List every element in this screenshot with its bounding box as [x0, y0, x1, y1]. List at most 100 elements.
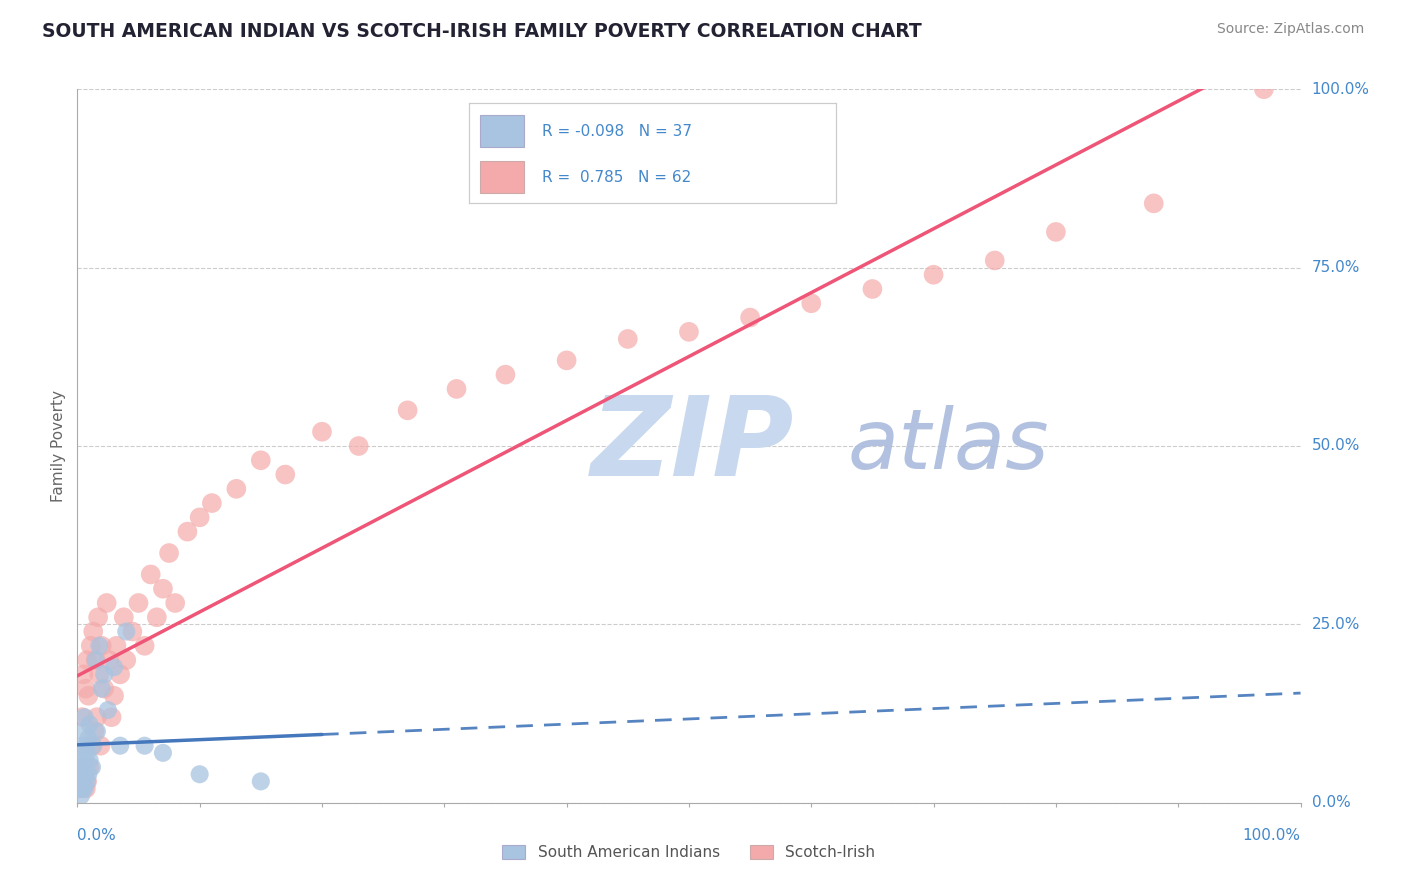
- Point: [75, 681, 97, 696]
- Point: [70, 739, 93, 753]
- Point: [188, 767, 211, 781]
- Point: [152, 746, 174, 760]
- Point: [225, 482, 247, 496]
- Point: [80, 739, 103, 753]
- Point: [75, 781, 97, 796]
- Point: [70, 781, 93, 796]
- Point: [73, 753, 96, 767]
- Point: [72, 760, 94, 774]
- Point: [86, 710, 108, 724]
- Point: [76, 653, 98, 667]
- Point: [72, 724, 94, 739]
- Point: [80, 760, 103, 774]
- Point: [83, 724, 105, 739]
- Point: [396, 403, 419, 417]
- Point: [79, 717, 101, 731]
- Point: [274, 467, 297, 482]
- Y-axis label: Family Poverty: Family Poverty: [51, 390, 66, 502]
- Point: [84, 653, 107, 667]
- Point: [311, 425, 333, 439]
- Point: [165, 596, 187, 610]
- Text: 0.0%: 0.0%: [1312, 796, 1350, 810]
- Point: [76, 774, 98, 789]
- Point: [77, 689, 100, 703]
- Point: [98, 653, 121, 667]
- Point: [75, 739, 97, 753]
- Point: [108, 667, 131, 681]
- Point: [250, 774, 273, 789]
- Point: [72, 760, 94, 774]
- Point: [97, 703, 120, 717]
- Point: [100, 710, 122, 724]
- Point: [1253, 82, 1275, 96]
- Point: [77, 767, 100, 781]
- Point: [96, 596, 118, 610]
- Point: [617, 332, 640, 346]
- Point: [1045, 225, 1067, 239]
- Point: [446, 382, 468, 396]
- Point: [103, 689, 125, 703]
- Point: [134, 639, 156, 653]
- Point: [87, 610, 110, 624]
- Point: [72, 667, 94, 681]
- Point: [70, 760, 93, 774]
- Point: [862, 282, 884, 296]
- Point: [1143, 196, 1166, 211]
- Point: [108, 739, 131, 753]
- Text: 25.0%: 25.0%: [1312, 617, 1360, 632]
- Text: 100.0%: 100.0%: [1243, 828, 1301, 843]
- Point: [73, 767, 96, 781]
- Point: [84, 653, 107, 667]
- Point: [76, 774, 98, 789]
- Point: [495, 368, 517, 382]
- Point: [70, 710, 93, 724]
- Point: [176, 524, 198, 539]
- Point: [70, 767, 93, 781]
- Point: [139, 567, 162, 582]
- Point: [69, 781, 91, 796]
- Text: ZIP: ZIP: [591, 392, 794, 500]
- Text: Source: ZipAtlas.com: Source: ZipAtlas.com: [1216, 22, 1364, 37]
- Point: [70, 774, 93, 789]
- Point: [82, 739, 104, 753]
- Legend: South American Indians, Scotch-Irish: South American Indians, Scotch-Irish: [496, 839, 882, 866]
- Point: [740, 310, 762, 325]
- Text: 100.0%: 100.0%: [1312, 82, 1369, 96]
- Point: [89, 639, 111, 653]
- Point: [89, 667, 111, 681]
- Point: [82, 624, 104, 639]
- Text: SOUTH AMERICAN INDIAN VS SCOTCH-IRISH FAMILY POVERTY CORRELATION CHART: SOUTH AMERICAN INDIAN VS SCOTCH-IRISH FA…: [42, 22, 922, 41]
- Point: [157, 546, 180, 560]
- Point: [800, 296, 823, 310]
- Point: [127, 596, 149, 610]
- Point: [112, 610, 135, 624]
- Point: [76, 746, 98, 760]
- Point: [105, 639, 128, 653]
- Point: [73, 781, 96, 796]
- Point: [86, 724, 108, 739]
- Point: [79, 760, 101, 774]
- Point: [555, 353, 578, 368]
- Point: [77, 731, 100, 746]
- Point: [146, 610, 169, 624]
- Point: [201, 496, 224, 510]
- Point: [347, 439, 370, 453]
- Point: [103, 660, 125, 674]
- Point: [984, 253, 1007, 268]
- Point: [152, 582, 174, 596]
- Point: [115, 624, 138, 639]
- Point: [69, 767, 91, 781]
- Point: [90, 739, 112, 753]
- Point: [134, 739, 156, 753]
- Text: atlas: atlas: [848, 406, 1050, 486]
- Point: [80, 639, 103, 653]
- Point: [70, 774, 93, 789]
- Point: [93, 681, 115, 696]
- Point: [75, 767, 97, 781]
- Point: [70, 789, 93, 803]
- Point: [922, 268, 945, 282]
- Point: [188, 510, 211, 524]
- Point: [115, 653, 138, 667]
- Point: [90, 681, 112, 696]
- Point: [79, 753, 101, 767]
